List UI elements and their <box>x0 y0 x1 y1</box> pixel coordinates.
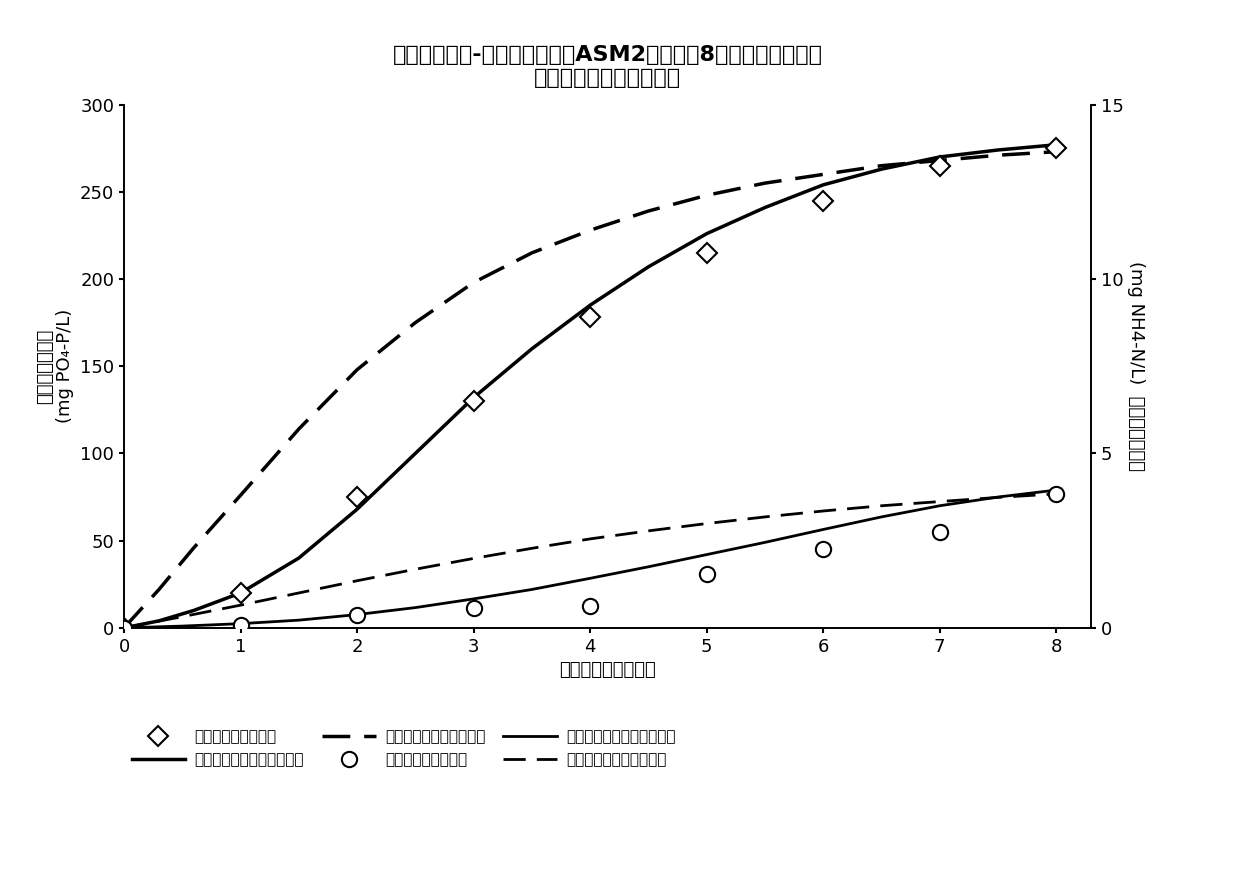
Legend: 磷酸根浓度（实测）, 磷酸根浓度（本发明模型）, 磷酸根浓度（传统模型）, 氨态氮浓度（实测）, 氨态氮浓度（本发明模型）, 氨态氮浓度（传统模型）: 磷酸根浓度（实测）, 磷酸根浓度（本发明模型）, 磷酸根浓度（传统模型）, 氨态… <box>131 730 676 767</box>
Title: 阶段细胞维护-凋亡模型与传统ASM2模型模拟8天长时间厌氧饥饿
实验结果与实测值的比较: 阶段细胞维护-凋亡模型与传统ASM2模型模拟8天长时间厌氧饥饿 实验结果与实测值… <box>393 44 822 88</box>
Y-axis label: 游离磷酸根浓度
(mg PO₄-P/L): 游离磷酸根浓度 (mg PO₄-P/L) <box>36 309 74 424</box>
X-axis label: 厌氧饥饿时间（天）: 厌氧饥饿时间（天） <box>559 661 656 679</box>
Y-axis label: (mg NH4-N/L)  游离氨态氮浓度: (mg NH4-N/L) 游离氨态氮浓度 <box>1127 262 1145 471</box>
